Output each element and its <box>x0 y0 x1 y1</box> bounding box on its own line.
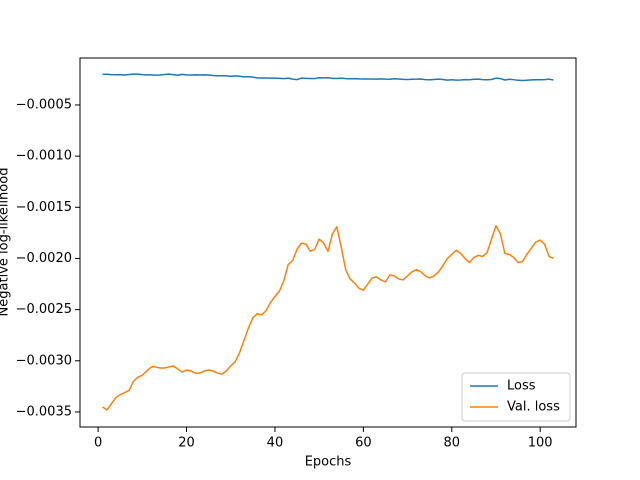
x-axis-label: Epochs <box>305 455 352 470</box>
y-tick-label: −0.0035 <box>16 404 72 419</box>
x-tick-label: 20 <box>178 436 195 451</box>
x-tick-label: 60 <box>355 436 372 451</box>
legend-label: Loss <box>507 379 536 394</box>
y-tick-label: −0.0015 <box>16 200 72 215</box>
legend-label: Val. loss <box>507 400 560 415</box>
y-tick-label: −0.0020 <box>16 251 72 266</box>
plot-frame <box>79 57 577 428</box>
x-tick-label: 0 <box>94 436 102 451</box>
line-series <box>102 224 554 411</box>
line-series <box>102 73 554 82</box>
legend: Loss Val. loss <box>461 372 571 422</box>
y-tick-label: −0.0025 <box>16 302 72 317</box>
y-tick-label: −0.0010 <box>16 149 72 164</box>
legend-box <box>461 372 571 422</box>
y-axis-label: Negative log-likelihood <box>0 168 12 317</box>
x-tick-label: 80 <box>444 436 461 451</box>
y-tick-label: −0.0030 <box>16 353 72 368</box>
x-tick-label: 40 <box>267 436 284 451</box>
x-tick-label: 100 <box>528 436 553 451</box>
y-tick-label: −0.0005 <box>16 97 72 112</box>
